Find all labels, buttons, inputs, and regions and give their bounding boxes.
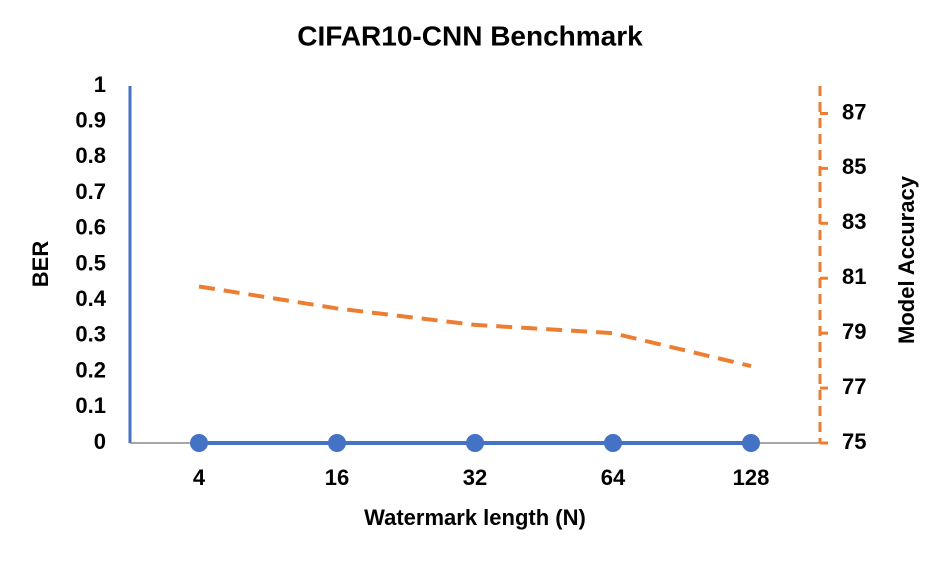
x-tick-label: 128	[733, 465, 770, 490]
y-tick-label: 0.4	[75, 286, 106, 311]
y-tick-label: 0.6	[75, 215, 106, 240]
x-tick-label: 16	[325, 465, 349, 490]
y-tick-label: 0.3	[75, 322, 106, 347]
y-axis-label: BER	[28, 241, 53, 288]
y2-tick-label: 83	[842, 209, 866, 234]
y-tick-label: 0.2	[75, 357, 106, 382]
y2-axis-label: Model Accuracy	[894, 175, 919, 344]
y-tick-label: 0	[94, 429, 106, 454]
chart-title: CIFAR10-CNN Benchmark	[297, 20, 643, 51]
series-marker	[604, 434, 622, 452]
y-tick-label: 0.9	[75, 108, 106, 133]
y-tick-label: 0.1	[75, 393, 106, 418]
x-tick-label: 32	[463, 465, 487, 490]
y2-tick-label: 79	[842, 319, 866, 344]
series-marker	[190, 434, 208, 452]
y2-tick-label: 81	[842, 264, 866, 289]
series-marker	[742, 434, 760, 452]
series-marker	[466, 434, 484, 452]
x-tick-label: 4	[193, 465, 206, 490]
y-tick-label: 0.5	[75, 250, 106, 275]
y2-tick-label: 87	[842, 99, 866, 124]
x-tick-label: 64	[601, 465, 626, 490]
y-tick-label: 0.7	[75, 179, 106, 204]
series-line	[198, 284, 752, 369]
y2-tick-label: 85	[842, 154, 866, 179]
x-axis-label: Watermark length (N)	[364, 505, 586, 530]
y2-tick-label: 75	[842, 429, 866, 454]
y-tick-label: 1	[94, 72, 106, 97]
y-tick-label: 0.8	[75, 143, 106, 168]
y2-tick-label: 77	[842, 374, 866, 399]
series-marker	[328, 434, 346, 452]
